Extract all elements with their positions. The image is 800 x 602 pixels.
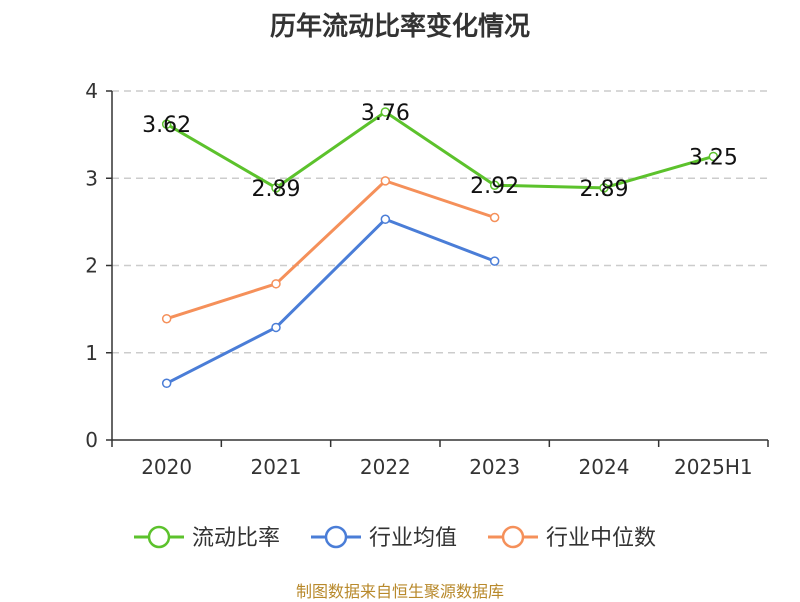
data-point-industry-mean: [380, 214, 391, 225]
chart-title: 历年流动比率变化情况: [269, 12, 530, 42]
y-tick-label: 0: [85, 428, 98, 452]
legend-marker: [501, 525, 525, 549]
data-point-industry-mean: [489, 256, 500, 266]
x-tick-label: 2020: [141, 455, 192, 479]
legend-marker: [147, 525, 171, 549]
series-line-industry-mean: [165, 217, 496, 385]
legend-label: 行业中位数: [546, 526, 656, 551]
series-line-current-ratio: [165, 110, 714, 190]
data-point-industry-median: [489, 212, 500, 223]
data-label: 3.25: [689, 145, 738, 170]
y-tick-label: 2: [85, 254, 98, 278]
y-tick-label: 4: [85, 79, 98, 103]
data-point-industry-mean: [161, 378, 172, 389]
x-tick-label: 2021: [251, 455, 302, 479]
series-line-industry-median: [166, 179, 496, 321]
data-label: 2.89: [252, 177, 301, 202]
data-label: 3.62: [142, 113, 191, 138]
data-point-current-ratio: [708, 151, 719, 162]
data-point-industry-median: [161, 313, 172, 324]
data-point-current-ratio: [489, 180, 500, 190]
legend-label: 流动比率: [192, 526, 280, 551]
x-tick-label: 2025H1: [674, 455, 753, 479]
data-label: 2.89: [580, 177, 629, 202]
legend-label: 行业均值: [369, 526, 457, 551]
data-point-current-ratio: [271, 183, 281, 193]
data-point-current-ratio: [380, 107, 391, 117]
x-tick-label: 2022: [360, 455, 411, 479]
data-label: 2.92: [470, 174, 519, 199]
data-point-industry-median: [271, 279, 281, 289]
y-tick-label: 3: [85, 166, 98, 190]
data-point-industry-median: [380, 176, 391, 186]
x-tick-label: 2024: [579, 455, 630, 479]
data-point-current-ratio: [161, 119, 172, 129]
y-tick-label: 1: [85, 341, 98, 365]
data-point-current-ratio: [599, 183, 609, 193]
legend-marker: [324, 525, 348, 549]
data-label: 3.76: [361, 101, 410, 126]
source-note: 制图数据来自恒生聚源数据库: [295, 582, 504, 601]
x-tick-label: 2023: [469, 455, 520, 479]
data-point-industry-mean: [271, 322, 281, 333]
